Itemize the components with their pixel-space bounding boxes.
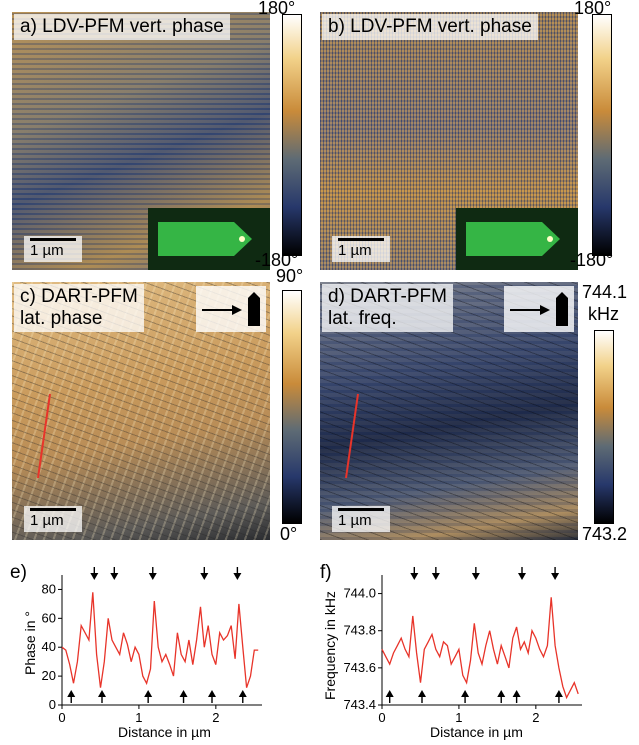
x-tick-label: 1 (455, 710, 462, 725)
arrow-up-head (67, 690, 76, 697)
x-tick-label: 2 (532, 710, 539, 725)
arrow-up-head (179, 690, 188, 697)
arrow-up-head (497, 690, 506, 697)
y-tick-label: 743.4 (343, 697, 376, 712)
colorbar-d-max: 744.1 (582, 282, 628, 302)
colorbar-c (282, 290, 302, 524)
colorbar-c-min: 0° (280, 524, 298, 544)
y-tick-label: 60 (42, 610, 56, 625)
scale-bar: 1 µm (332, 236, 390, 262)
orientation-inset (504, 286, 574, 332)
arrow-down-head (518, 573, 526, 580)
colorbar-d-min: 743.2 (582, 524, 628, 544)
panel-a-image: a) LDV-PFM vert. phase 1 µm (12, 12, 270, 270)
arrow-up-head (418, 690, 426, 697)
x-tick-label: 0 (58, 710, 65, 725)
colorbar-a (282, 14, 302, 256)
y-tick-label: 743.6 (343, 660, 376, 675)
colorbar-b-max: 180° (574, 0, 612, 18)
colorbar-d-unit: kHz (588, 304, 619, 324)
arrow-up-head (144, 690, 153, 697)
panel-b-image: b) LDV-PFM vert. phase 1 µm (320, 12, 578, 270)
arrow-up-head (238, 690, 247, 697)
y-tick-label: 743.8 (343, 623, 376, 638)
arrow-down-head (110, 573, 119, 580)
y-tick-label: 40 (42, 639, 56, 654)
arrow-down-head (200, 573, 209, 580)
panel-a-label: a) LDV-PFM vert. phase (14, 14, 230, 40)
panel-c-image: c) DART-PFM lat. phase 1 µm (12, 282, 270, 540)
arrow-down-head (148, 573, 157, 580)
arrow-down-head (431, 573, 440, 580)
plot-f-xlabel: Distance in µm (430, 724, 523, 740)
colorbar-b-min: -180° (570, 250, 614, 270)
panel-d-image: d) DART-PFM lat. freq. 1 µm (320, 282, 578, 540)
scale-bar: 1 µm (24, 506, 82, 532)
panel-c-label: c) DART-PFM lat. phase (14, 284, 144, 332)
y-tick-label: 0 (49, 697, 56, 712)
cantilever-photo-inset (148, 208, 270, 270)
scale-bar: 1 µm (332, 506, 390, 532)
arrow-down-head (551, 573, 560, 580)
plot-e-xlabel: Distance in µm (118, 724, 211, 740)
scale-bar: 1 µm (24, 236, 82, 262)
orientation-inset (196, 286, 266, 332)
colorbar-a-max: 180° (258, 0, 296, 18)
arrow-up-head (554, 690, 563, 697)
y-tick-label: 80 (42, 581, 56, 596)
arrow-down-head (233, 573, 242, 580)
x-tick-label: 1 (135, 710, 142, 725)
colorbar-a-min: -180° (255, 250, 299, 270)
panel-b-label: b) LDV-PFM vert. phase (322, 14, 538, 40)
arrow-down-head (410, 573, 419, 580)
cantilever-photo-inset (456, 208, 578, 270)
colorbar-d (594, 330, 614, 524)
colorbar-c-max: 90° (276, 266, 304, 286)
x-tick-label: 2 (212, 710, 219, 725)
profile-line (345, 393, 359, 479)
profile-line (37, 393, 51, 479)
arrow-up-head (208, 690, 216, 697)
panel-d-label: d) DART-PFM lat. freq. (322, 284, 453, 332)
colorbar-b (592, 14, 612, 256)
arrow-down-head (90, 573, 99, 580)
y-tick-label: 20 (42, 668, 56, 683)
arrow-up-head (512, 690, 521, 697)
plot-f-label: f) (320, 562, 332, 583)
y-tick-label: 744.0 (343, 586, 376, 601)
series-line (381, 597, 579, 700)
arrow-up-head (385, 690, 394, 697)
arrow-up-head (461, 690, 470, 697)
arrow-up-head (98, 690, 106, 697)
plot-e-label: e) (10, 562, 27, 583)
series-line (61, 592, 259, 688)
x-tick-label: 0 (378, 710, 385, 725)
arrow-down-head (471, 573, 480, 580)
